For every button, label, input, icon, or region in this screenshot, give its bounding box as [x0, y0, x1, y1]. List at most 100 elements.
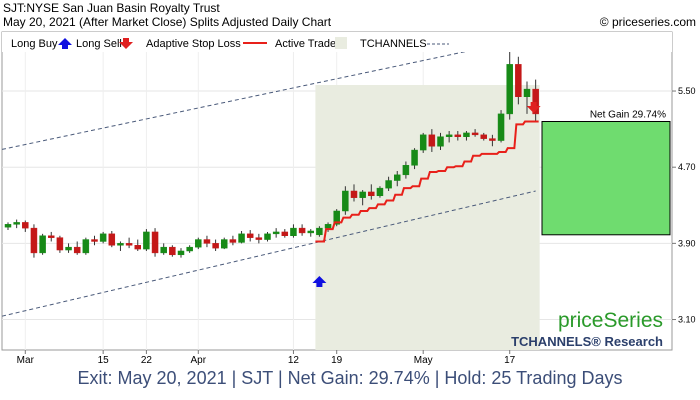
candle-up	[437, 136, 444, 147]
candle-up	[385, 180, 392, 189]
candle-up	[411, 149, 418, 166]
candle-up	[506, 64, 513, 115]
channel-lower-line	[1, 190, 536, 317]
x-tick-label: 19	[331, 355, 343, 366]
candle-up	[117, 243, 124, 246]
candle-down	[515, 64, 522, 97]
candle-up	[376, 187, 384, 197]
candle-up	[419, 134, 427, 151]
candle-down	[428, 134, 436, 147]
candle-down	[255, 237, 263, 240]
candle-down	[22, 222, 29, 229]
chart-subtitle: May 20, 2021 (After Market Close) Splits…	[3, 15, 332, 29]
legend-active-trade: Active Trade	[275, 38, 336, 50]
x-tick-label: 12	[288, 355, 300, 366]
candle-up	[445, 134, 453, 137]
candle-down	[73, 246, 81, 254]
candle-down	[108, 233, 116, 246]
legend-tchannels: TCHANNELS	[360, 38, 427, 50]
candle-down	[454, 134, 462, 137]
legend: Long Buy Long Sell Adaptive Stop Loss Ac…	[2, 32, 672, 52]
x-tick-label: 22	[141, 355, 153, 366]
candlesticks	[4, 51, 539, 258]
candle-up	[497, 113, 505, 141]
x-axis-ticks: Mar 15 22 Apr 12 19 May 17	[17, 350, 516, 366]
candle-up	[238, 233, 245, 243]
candle-up	[13, 222, 20, 225]
candle-down	[134, 245, 141, 250]
candle-up	[82, 239, 90, 254]
candle-down	[125, 243, 133, 246]
long-buy-icon	[58, 38, 72, 49]
legend-long-buy: Long Buy	[11, 38, 58, 50]
tchannels-lines	[1, 36, 536, 317]
candle-up	[324, 224, 332, 229]
priceseries-logo: priceSeries	[558, 309, 663, 332]
candle-up	[333, 210, 340, 225]
candle-down	[91, 239, 98, 242]
candle-down	[229, 239, 237, 243]
y-tick-label: 3.10	[678, 315, 696, 325]
candle-down	[56, 237, 64, 251]
net-gain-label: Net Gain 29.74%	[590, 109, 666, 120]
x-tick-label: May	[414, 355, 433, 366]
candle-down	[298, 227, 306, 234]
y-tick-label: 3.90	[678, 238, 696, 248]
candle-up	[39, 235, 46, 254]
candle-down	[368, 191, 375, 197]
y-axis-ticks: 5.50 4.70 3.90 3.10	[672, 86, 696, 325]
candle-up	[195, 239, 202, 248]
y-tick-label: 4.70	[678, 162, 696, 172]
sell-arrow-icon	[526, 102, 541, 113]
tchannels-research-label: TCHANNELS® Research	[511, 334, 663, 349]
candle-up	[143, 231, 150, 250]
candle-up	[186, 246, 193, 252]
x-tick-label: 17	[504, 355, 516, 366]
copyright-text: © priceseries.com	[599, 15, 696, 29]
candle-up	[307, 230, 314, 234]
candle-up	[99, 233, 107, 242]
trade-summary: Exit: May 20, 2021 | SJT | Net Gain: 29.…	[77, 368, 623, 388]
x-tick-label: 15	[98, 355, 110, 366]
candle-down	[30, 227, 38, 254]
active-trade-legend-swatch	[335, 37, 347, 49]
candle-down	[246, 233, 254, 238]
candle-up	[4, 224, 12, 228]
long-sell-icon	[119, 38, 133, 49]
y-tick-label: 5.50	[678, 86, 696, 96]
net-gain-box	[541, 120, 671, 236]
x-tick-label: Mar	[17, 355, 35, 366]
candle-up	[523, 88, 531, 97]
candle-up	[359, 191, 366, 198]
chart-title: SJT:NYSE San Juan Basin Royalty Trust	[3, 1, 220, 15]
candle-up	[264, 233, 271, 240]
candle-up	[463, 132, 470, 137]
price-chart: Net Gain 29.74% 5.50 4.70 3.90 3.10 Mar 15 22…	[1, 31, 696, 366]
legend-stop-loss: Adaptive Stop Loss	[146, 38, 241, 50]
candle-down	[212, 243, 219, 249]
candle-down	[169, 246, 176, 256]
candle-up	[342, 190, 349, 212]
candle-up	[316, 227, 323, 236]
buy-arrow-icon	[312, 276, 327, 287]
candle-down	[281, 231, 289, 236]
candle-up	[394, 174, 401, 181]
adaptive-stop-loss-line	[315, 120, 539, 243]
candle-down	[48, 235, 55, 238]
candle-up	[221, 239, 228, 249]
legend-long-sell: Long Sell	[76, 38, 122, 50]
candle-down	[203, 239, 211, 244]
candle-down	[532, 88, 539, 115]
candle-up	[177, 250, 185, 256]
candle-up	[65, 246, 72, 251]
candle-down	[480, 134, 487, 139]
signal-arrows	[312, 102, 541, 287]
candle-down	[471, 132, 479, 136]
x-tick-label: Apr	[191, 355, 207, 366]
candle-up	[160, 246, 167, 254]
candle-down	[489, 138, 496, 141]
candle-up	[290, 227, 297, 236]
candle-down	[151, 231, 159, 254]
candle-down	[350, 190, 358, 198]
candle-up	[272, 231, 280, 235]
